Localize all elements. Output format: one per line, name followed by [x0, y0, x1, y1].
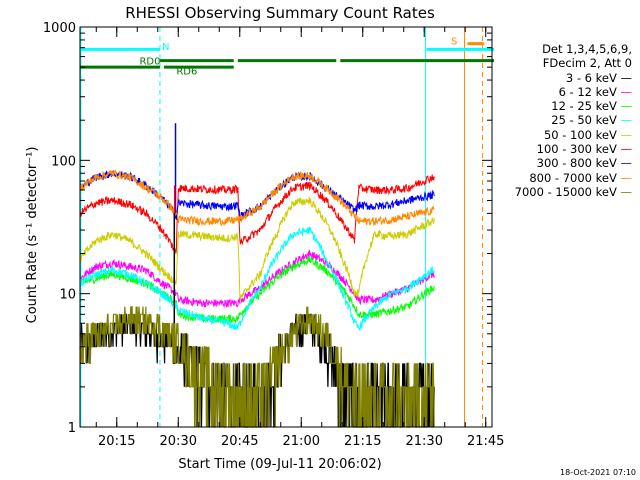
legend-entry: 300 - 800 keV — [515, 156, 632, 170]
series-line [79, 226, 435, 331]
x-axis-label: Start Time (09-Jul-11 20:06:02) [178, 457, 381, 472]
x-tick-label: 21:45 [467, 434, 504, 449]
legend-label: 50 - 100 keV [543, 127, 617, 142]
legend-label: 6 - 12 keV [558, 84, 617, 99]
legend-header-1: Det 1,3,4,5,6,9, [542, 42, 632, 56]
y-tick-label: 1000 [43, 21, 76, 36]
state-bar-label: N [162, 42, 169, 53]
series-line [79, 169, 435, 227]
legend-swatch: — [620, 84, 633, 99]
x-tick-label: 20:45 [221, 434, 258, 449]
y-tick-label: 100 [51, 154, 76, 169]
plot-frame [79, 26, 493, 428]
x-tick-label: 20:15 [98, 434, 135, 449]
y-tick-label: 10 [59, 288, 76, 303]
x-tick-label: 21:30 [406, 434, 443, 449]
legend: Det 1,3,4,5,6,9, FDecim 2, Att 0 3 - 6 k… [515, 42, 632, 199]
legend-label: 100 - 300 keV [536, 142, 617, 157]
legend-label: 3 - 6 keV [565, 70, 617, 85]
legend-entry: 800 - 7000 keV — [515, 171, 632, 185]
legend-entry: 100 - 300 keV — [515, 142, 632, 156]
state-bar-label: RD6 [176, 67, 197, 78]
legend-swatch: — [620, 142, 633, 157]
legend-entry: 12 - 25 keV — [515, 99, 632, 113]
legend-swatch: — [620, 70, 633, 85]
legend-swatch: — [620, 127, 633, 142]
legend-entry: 25 - 50 keV — [515, 113, 632, 127]
legend-swatch: — [620, 156, 633, 171]
legend-label: 12 - 25 keV [551, 99, 617, 114]
chart-title: RHESSI Observing Summary Count Rates [125, 4, 435, 22]
legend-label: 7000 - 15000 keV [514, 184, 617, 199]
series-line [79, 196, 435, 302]
state-bar-label: S [451, 37, 457, 48]
series-line [79, 249, 435, 309]
legend-swatch: — [620, 184, 633, 199]
legend-swatch: — [620, 170, 633, 185]
series-line [79, 174, 435, 254]
legend-entry: 6 - 12 keV — [515, 85, 632, 99]
series-lines [79, 123, 435, 428]
legend-swatch: — [620, 113, 633, 128]
legend-label: 25 - 50 keV [551, 113, 617, 128]
x-tick-label: 20:30 [160, 434, 197, 449]
legend-swatch: — [620, 99, 633, 114]
timestamp: 18-Oct-2021 07:10 [560, 468, 636, 477]
x-tick-label: 21:15 [344, 434, 381, 449]
y-tick-label: 1 [68, 421, 76, 436]
legend-label: 300 - 800 keV [536, 156, 617, 171]
x-tick-label: 21:00 [283, 434, 320, 449]
legend-entry: 3 - 6 keV — [515, 71, 632, 85]
legend-header-2: FDecim 2, Att 0 [542, 56, 632, 71]
y-axis-label: Count Rate (s⁻¹ detector⁻¹) [25, 147, 40, 324]
legend-label: 800 - 7000 keV [529, 170, 617, 185]
state-bar-label: RD0 [139, 57, 160, 68]
axes: 1 10 100 1000 20:15 20:30 20:45 21:00 21:15 21:30… [43, 21, 505, 449]
legend-entry: 7000 - 15000 keV — [515, 185, 632, 199]
legend-entry: 50 - 100 keV — [515, 128, 632, 142]
